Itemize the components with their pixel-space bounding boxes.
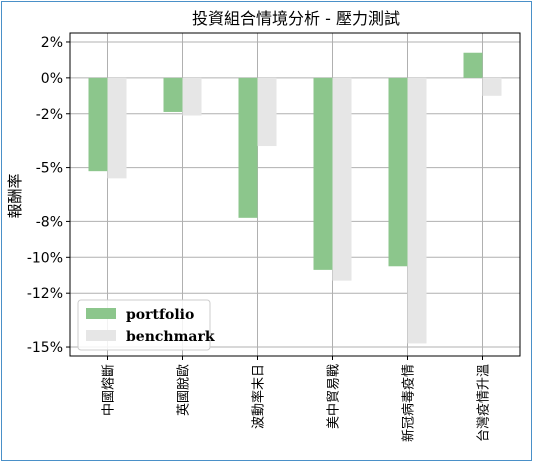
y-tick-label: 0%	[41, 71, 63, 87]
x-category-label: 台灣疫情升溫	[476, 364, 492, 442]
bar-benchmark	[407, 77, 427, 344]
y-tick-label: -2%	[36, 107, 63, 123]
bars	[88, 52, 502, 344]
legend-swatch-portfolio	[86, 308, 116, 319]
bar-portfolio	[163, 77, 183, 112]
bar-benchmark	[482, 77, 502, 96]
y-tick-label: 2%	[41, 35, 63, 51]
legend-label-portfolio: portfolio	[126, 307, 194, 323]
y-tick-label: -15%	[27, 340, 63, 356]
bar-benchmark	[257, 77, 277, 147]
x-category-label: 美中貿易戰	[327, 364, 342, 429]
plot-area-border	[69, 32, 521, 357]
y-axis-label: 報酬率	[6, 173, 24, 218]
y-tick-label: -12%	[27, 286, 63, 302]
legend-swatch-benchmark	[86, 330, 116, 341]
chart-title: 投資組合情境分析 - 壓力測試	[192, 9, 400, 28]
bar-portfolio	[463, 52, 483, 78]
bar-benchmark	[107, 77, 127, 179]
bar-benchmark	[182, 77, 202, 116]
bar-portfolio	[388, 77, 408, 267]
y-tick-labels: 2% 0% -2% -5% -8% -10% -12% -15%	[27, 35, 70, 356]
x-category-label: 英國脫歐	[177, 364, 192, 416]
bar-benchmark	[332, 77, 352, 281]
x-category-labels: 中國熔斷 英國脫歐 波動率末日 美中貿易戰 新冠病毒疫情 台灣疫情升溫	[102, 356, 492, 442]
x-category-label: 波動率末日	[251, 364, 267, 429]
x-category-label: 新冠病毒疫情	[401, 364, 417, 442]
legend: portfolio benchmark	[77, 299, 215, 351]
x-category-label: 中國熔斷	[102, 364, 117, 416]
y-tick-label: -8%	[36, 214, 63, 230]
y-tick-label: -5%	[36, 161, 63, 177]
bar-portfolio	[238, 77, 258, 218]
bar-portfolio	[313, 77, 333, 270]
legend-label-benchmark: benchmark	[126, 329, 215, 345]
bar-portfolio	[88, 77, 108, 172]
y-tick-label: -10%	[27, 250, 63, 266]
